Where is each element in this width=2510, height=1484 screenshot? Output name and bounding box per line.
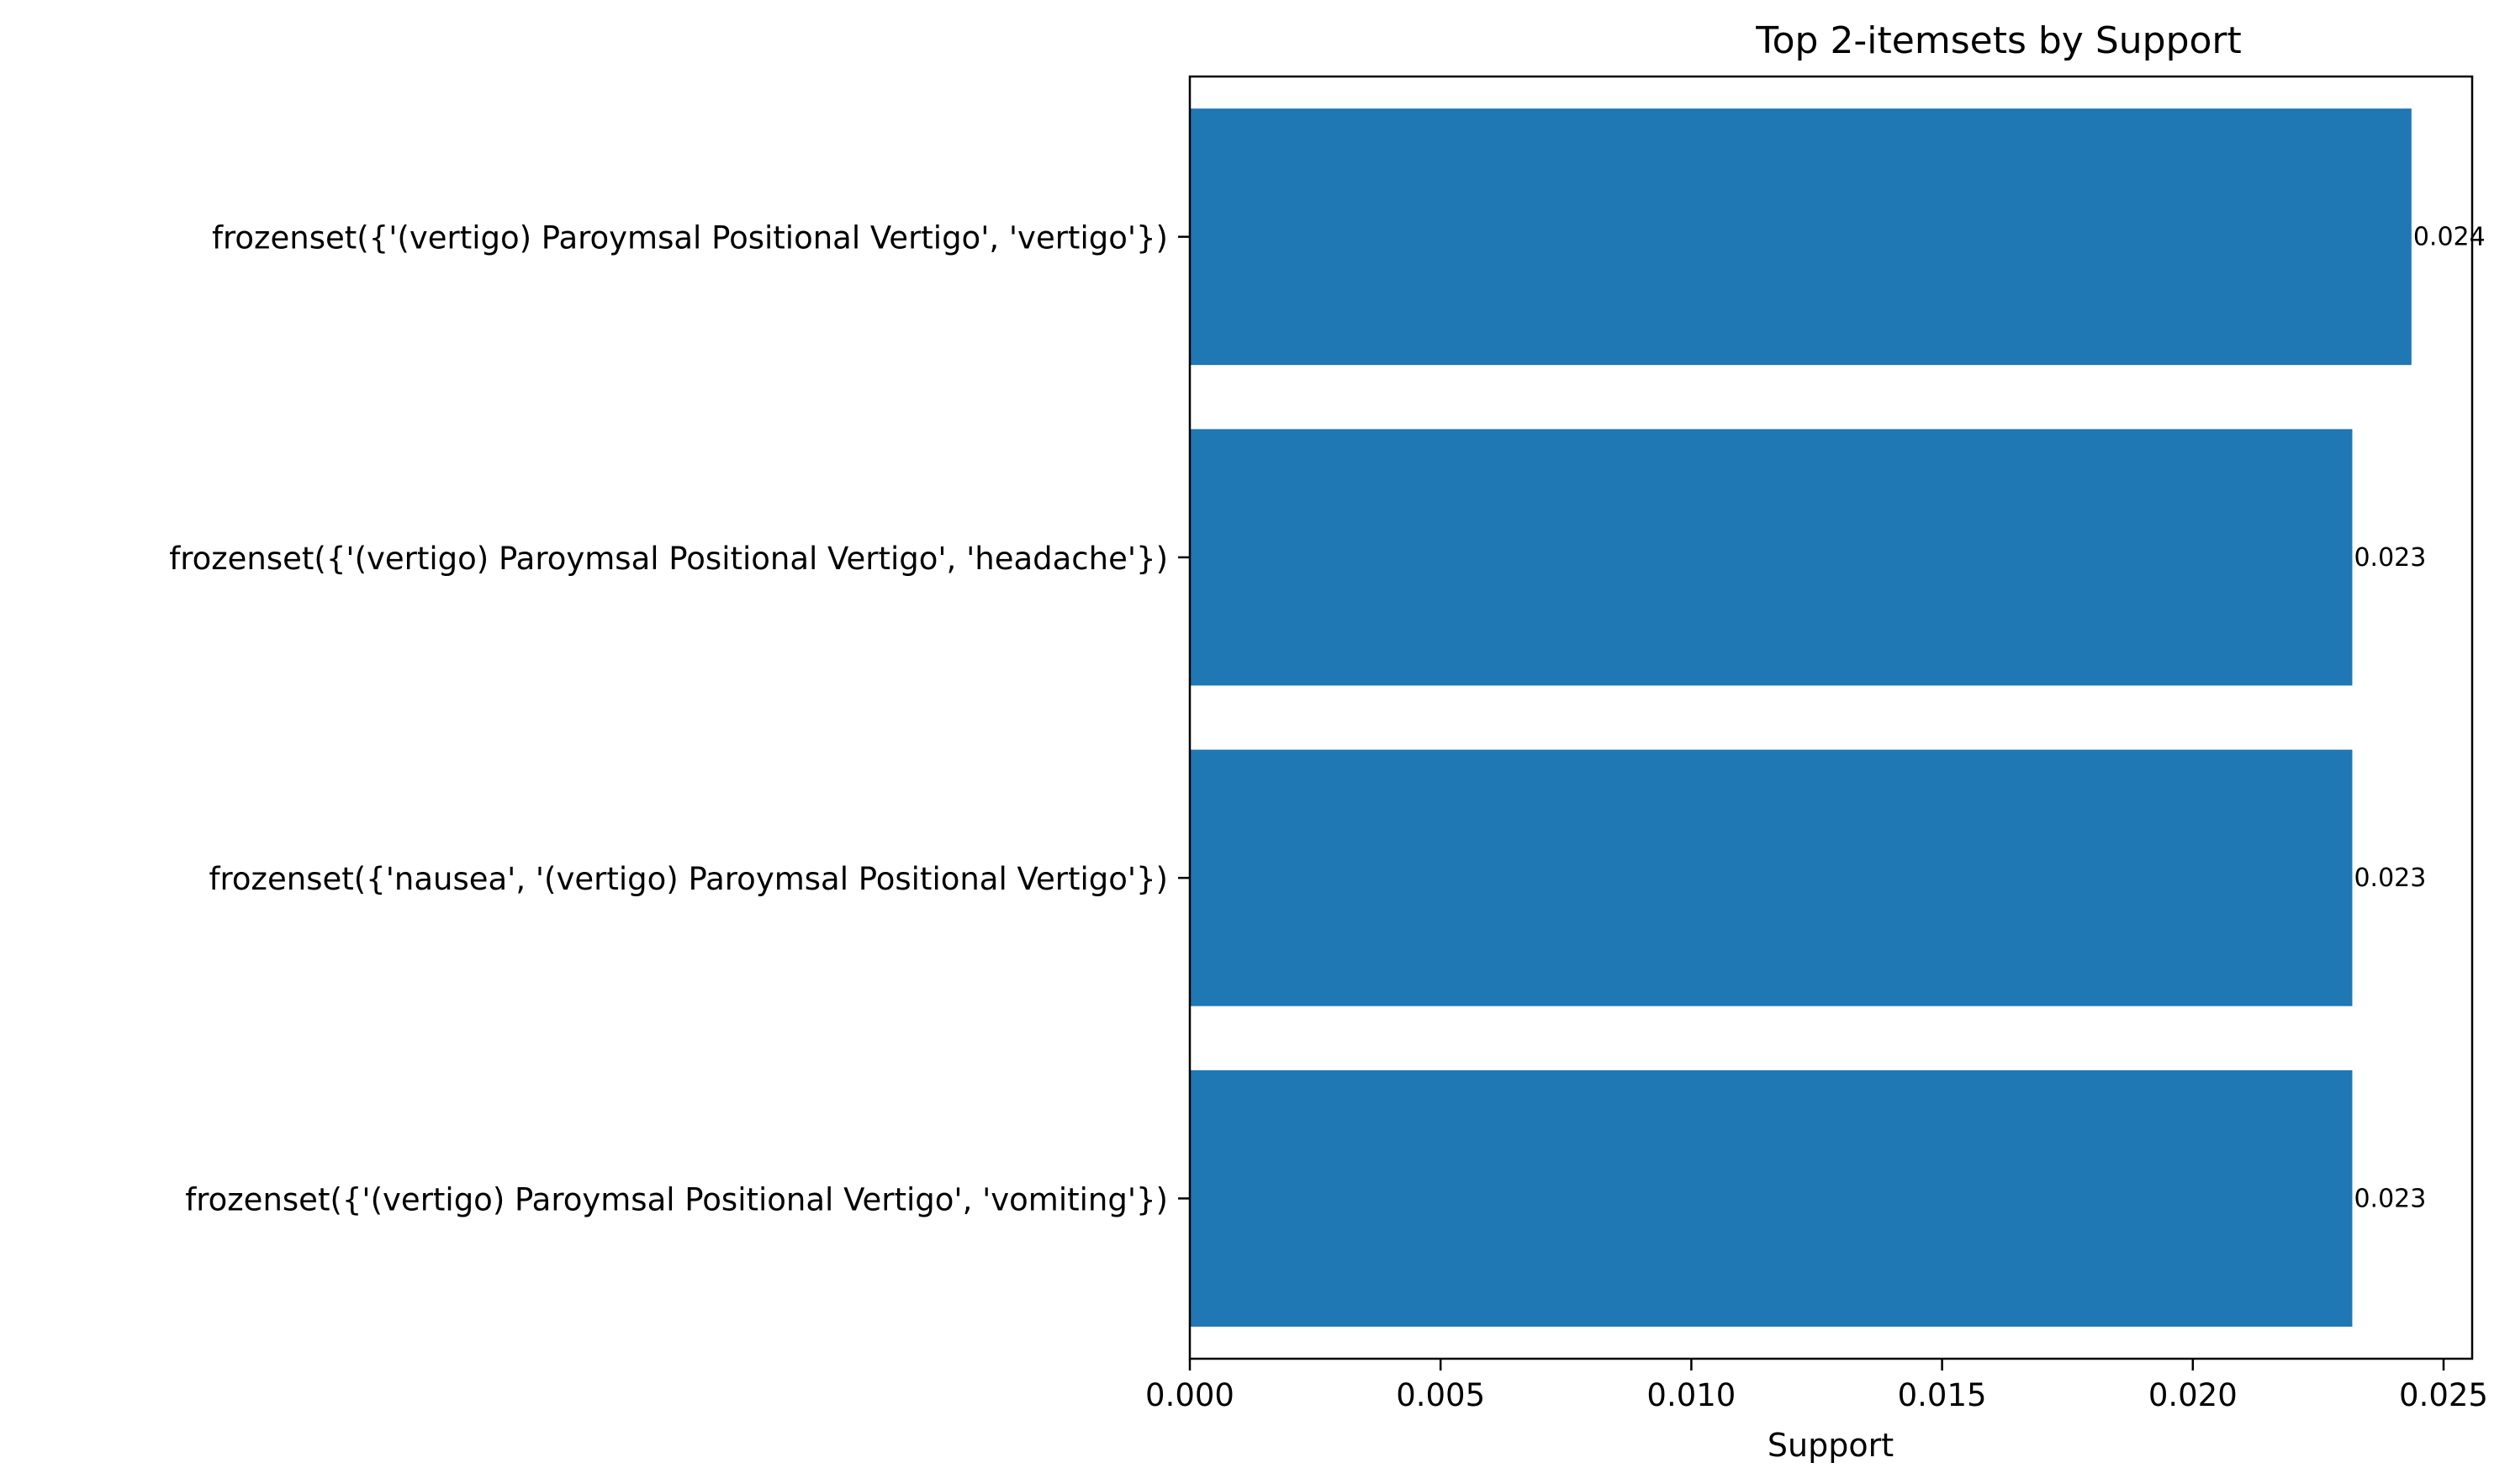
x-tick-label: 0.005	[1396, 1377, 1485, 1413]
value-label: 0.024	[2413, 223, 2486, 252]
x-tick-label: 0.015	[1898, 1377, 1987, 1413]
plot-frame	[1188, 75, 2474, 1360]
y-axis: frozenset({'(vertigo) Paroymsal Position…	[169, 220, 1190, 1217]
x-tick-label: 0.020	[2148, 1377, 2238, 1413]
x-axis: 0.000 0.005 0.010 0.015 0.020 0.025	[1145, 1359, 2488, 1413]
bars-group	[1190, 108, 2412, 1327]
x-axis-label: Support	[1768, 1427, 1894, 1464]
bar	[1190, 749, 2353, 1006]
x-tick-label: 0.010	[1646, 1377, 1736, 1413]
bar	[1190, 108, 2412, 366]
x-tick-label: 0.000	[1145, 1377, 1234, 1413]
bar	[1190, 1069, 2353, 1327]
value-label: 0.023	[2354, 863, 2426, 893]
y-tick-label: frozenset({'(vertigo) Paroymsal Position…	[185, 1181, 1168, 1217]
value-label: 0.023	[2354, 543, 2426, 573]
bar	[1190, 429, 2353, 686]
y-tick-label: frozenset({'(vertigo) Paroymsal Position…	[212, 220, 1168, 256]
x-tick-label: 0.025	[2399, 1377, 2488, 1413]
chart-title: Top 2-itemsets by Support	[1755, 19, 2242, 62]
y-tick-label: frozenset({'nausea', '(vertigo) Paroymsa…	[209, 861, 1169, 897]
y-tick-label: frozenset({'(vertigo) Paroymsal Position…	[169, 541, 1168, 577]
value-label: 0.023	[2354, 1184, 2426, 1213]
value-labels-group: 0.024 0.023 0.023 0.023	[2354, 223, 2485, 1214]
